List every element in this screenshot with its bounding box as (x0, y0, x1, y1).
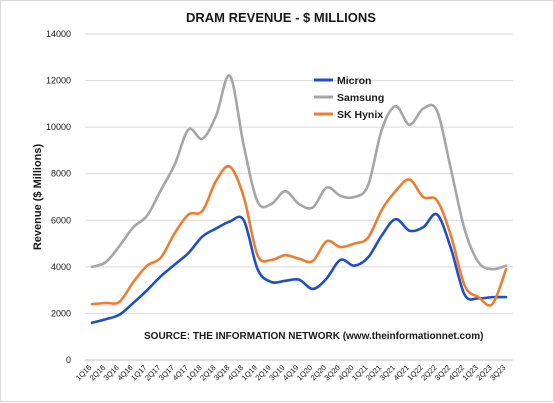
y-axis-label: Revenue ($ Millions) (32, 143, 44, 250)
legend: Micron Samsung SK Hynix (314, 75, 384, 121)
series-line-sk-hynix (90, 164, 508, 307)
y-axis-tick-labels: 0 2000 4000 6000 8000 10000 12000 14000 (46, 29, 71, 365)
series-lines (90, 74, 508, 325)
x-axis-tick-labels: 1Q162Q163Q164Q161Q172Q173Q174Q171Q182Q18… (74, 363, 508, 382)
legend-label-micron: Micron (337, 75, 371, 87)
legend-label-samsung: Samsung (337, 92, 384, 104)
y-tick-label: 10000 (46, 122, 71, 132)
y-tick-label: 0 (66, 355, 71, 365)
chart-title: DRAM REVENUE - $ MILLIONS (186, 10, 376, 25)
y-tick-label: 6000 (51, 215, 71, 225)
y-tick-label: 8000 (51, 169, 71, 179)
y-tick-label: 14000 (46, 29, 71, 39)
gridlines (85, 33, 513, 361)
series-line-micron (90, 212, 508, 325)
legend-label-sk-hynix: SK Hynix (337, 109, 383, 121)
y-tick-label: 12000 (46, 76, 71, 86)
x-tick-label: 3Q23 (488, 363, 507, 382)
y-tick-label: 4000 (51, 262, 71, 272)
series-line-samsung (90, 74, 508, 271)
source-annotation: SOURCE: THE INFORMATION NETWORK (www.the… (144, 331, 483, 342)
y-tick-label: 2000 (51, 308, 71, 318)
